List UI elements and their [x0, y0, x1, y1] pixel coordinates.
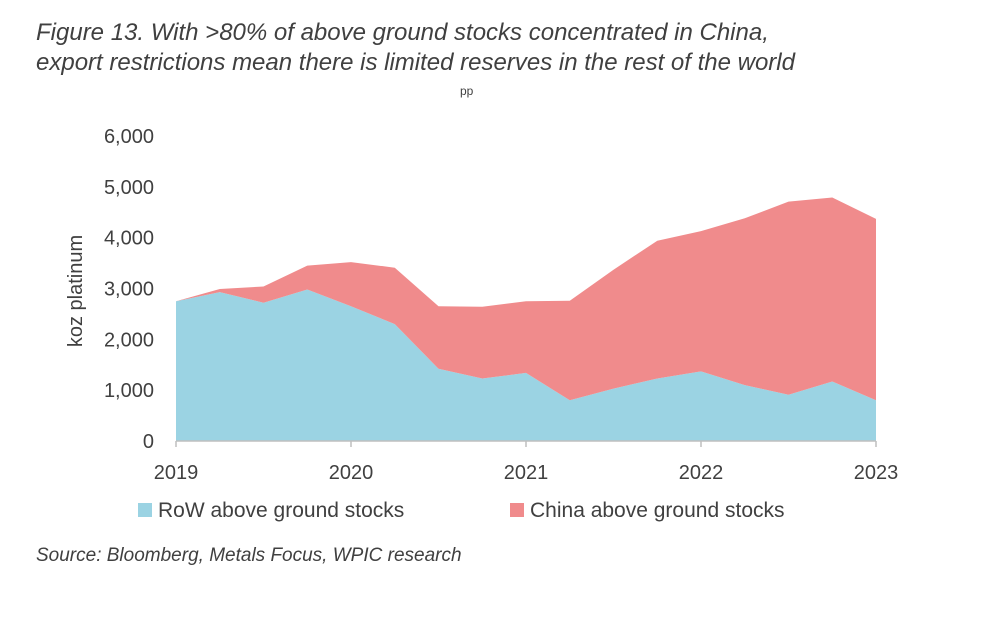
area-series-row: [176, 289, 876, 441]
legend: RoW above ground stocks China above grou…: [138, 499, 785, 522]
y-tick-label: 0: [143, 431, 154, 453]
y-tick-label: 5,000: [104, 177, 154, 199]
y-tick-label: 3,000: [104, 279, 154, 301]
plot-areas: [176, 197, 876, 441]
legend-label-china: China above ground stocks: [530, 499, 785, 522]
y-tick-label: 2,000: [104, 329, 154, 351]
chart-title-line-1: Figure 13. With >80% of above ground sto…: [36, 19, 769, 46]
y-tick-label: 4,000: [104, 228, 154, 250]
x-tick-label: 2019: [154, 462, 199, 484]
chart-title-line-2: export restrictions mean there is limite…: [36, 49, 795, 76]
x-tick-label: 2021: [504, 462, 549, 484]
x-tick-label: 2023: [854, 462, 899, 484]
legend-swatch-china: [510, 503, 524, 517]
y-axis-ticks: 0 1,000 2,000 3,000 4,000 5,000 6,000: [104, 126, 154, 453]
chart-title: Figure 13. With >80% of above ground sto…: [36, 18, 976, 78]
area-chart: 2019 2020 2021 2022 2023 0 1,000 2,000 3,000 4,0…: [65, 126, 899, 522]
y-tick-label: 1,000: [104, 380, 154, 402]
legend-label-row: RoW above ground stocks: [158, 499, 404, 522]
area-series-china: [176, 197, 876, 401]
source-note: Source: Bloomberg, Metals Focus, WPIC re…: [36, 545, 462, 566]
y-tick-label: 6,000: [104, 126, 154, 148]
chart-subnote: pp: [460, 84, 474, 98]
y-axis-label: koz platinum: [65, 235, 87, 347]
x-axis-ticks: 2019 2020 2021 2022 2023: [154, 441, 899, 484]
x-tick-label: 2022: [679, 462, 724, 484]
legend-swatch-row: [138, 503, 152, 517]
x-tick-label: 2020: [329, 462, 374, 484]
